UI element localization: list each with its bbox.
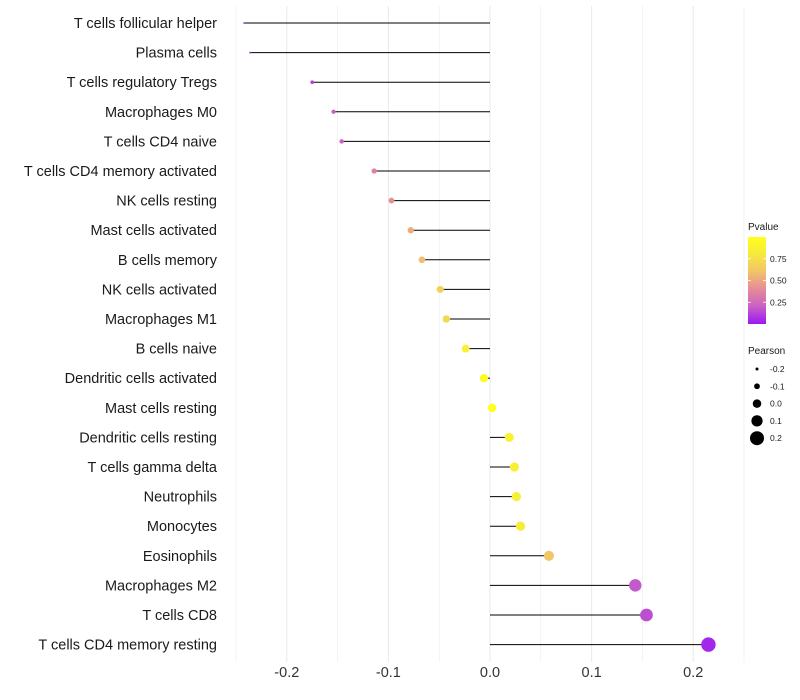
- category-label: Neutrophils: [144, 490, 217, 506]
- point-21: [701, 637, 716, 652]
- point-10: [442, 315, 450, 323]
- category-label: T cells CD4 naive: [104, 134, 217, 150]
- point-19: [629, 579, 642, 592]
- pearson-legend-dot: [751, 415, 763, 427]
- category-label: Monocytes: [147, 519, 217, 535]
- category-label: Macrophages M2: [105, 578, 217, 594]
- pvalue-legend-title: Pvalue: [748, 222, 779, 233]
- x-tick-label: -0.1: [376, 665, 401, 681]
- point-3: [331, 109, 336, 114]
- pearson-legend-label: -0.1: [770, 381, 785, 391]
- category-label: T cells CD4 memory resting: [38, 638, 217, 654]
- point-17: [515, 521, 526, 531]
- point-16: [511, 491, 522, 502]
- point-20: [640, 608, 653, 622]
- category-label: T cells CD8: [142, 608, 217, 624]
- point-15: [509, 462, 519, 472]
- point-1: [249, 51, 252, 54]
- point-12: [479, 374, 489, 383]
- x-tick-label: 0.0: [480, 665, 500, 681]
- category-label: Eosinophils: [143, 549, 217, 565]
- pearson-legend: Pearson -0.2 -0.1 0.0 0.1 0.2: [748, 346, 785, 446]
- pearson-legend-label: 0.1: [770, 416, 782, 426]
- category-label: NK cells resting: [116, 194, 217, 210]
- pearson-legend-dot: [750, 431, 764, 446]
- category-label: T cells follicular helper: [74, 16, 217, 32]
- pearson-legend-dot: [754, 383, 760, 390]
- category-label: B cells memory: [118, 253, 218, 269]
- pvalue-legend: Pvalue 0.25 0.50 0.75: [748, 222, 787, 324]
- point-18: [543, 550, 554, 561]
- category-label: B cells naive: [136, 342, 217, 358]
- point-2: [310, 80, 315, 85]
- category-label: Macrophages M1: [105, 312, 217, 328]
- point-4: [339, 139, 344, 144]
- grid-layer: [235, 6, 745, 662]
- pearson-legend-label: 0.0: [770, 399, 782, 409]
- point-7: [407, 227, 414, 234]
- x-tick-label: 0.1: [582, 665, 602, 681]
- category-label: Dendritic cells activated: [65, 371, 217, 387]
- pvalue-tick-label: 0.50: [770, 276, 787, 286]
- point-13: [487, 403, 497, 413]
- category-label: Macrophages M0: [105, 105, 217, 121]
- point-0: [243, 22, 246, 24]
- point-6: [388, 197, 395, 204]
- pearson-legend-label: 0.2: [770, 433, 782, 443]
- point-14: [504, 432, 514, 442]
- stem-layer: [244, 22, 709, 646]
- category-label: T cells CD4 memory activated: [24, 164, 217, 180]
- category-label: Dendritic cells resting: [79, 430, 217, 446]
- point-8: [418, 256, 426, 264]
- dot-layer: [243, 22, 716, 652]
- category-labels: T cells follicular helper Plasma cells T c…: [24, 16, 218, 654]
- pvalue-tick-label: 0.25: [770, 297, 787, 307]
- point-11: [461, 344, 470, 353]
- category-label: Mast cells resting: [105, 401, 217, 417]
- pvalue-tick-label: 0.75: [770, 254, 787, 264]
- pearson-legend-title: Pearson: [748, 346, 785, 357]
- point-5: [371, 168, 377, 174]
- x-tick-label: 0.2: [683, 665, 703, 681]
- x-axis-ticks: -0.2 -0.1 0.0 0.1 0.2: [274, 665, 703, 681]
- pvalue-colorbar: [748, 237, 766, 324]
- category-label: NK cells activated: [102, 282, 217, 298]
- x-tick-label: -0.2: [274, 665, 299, 681]
- category-label: T cells regulatory Tregs: [67, 75, 217, 91]
- category-label: T cells gamma delta: [88, 460, 218, 476]
- pearson-legend-dot: [755, 367, 759, 371]
- pearson-legend-dot: [752, 399, 762, 408]
- point-9: [436, 285, 444, 293]
- category-label: Plasma cells: [136, 46, 217, 62]
- pearson-legend-label: -0.2: [770, 364, 785, 374]
- category-label: Mast cells activated: [90, 223, 217, 239]
